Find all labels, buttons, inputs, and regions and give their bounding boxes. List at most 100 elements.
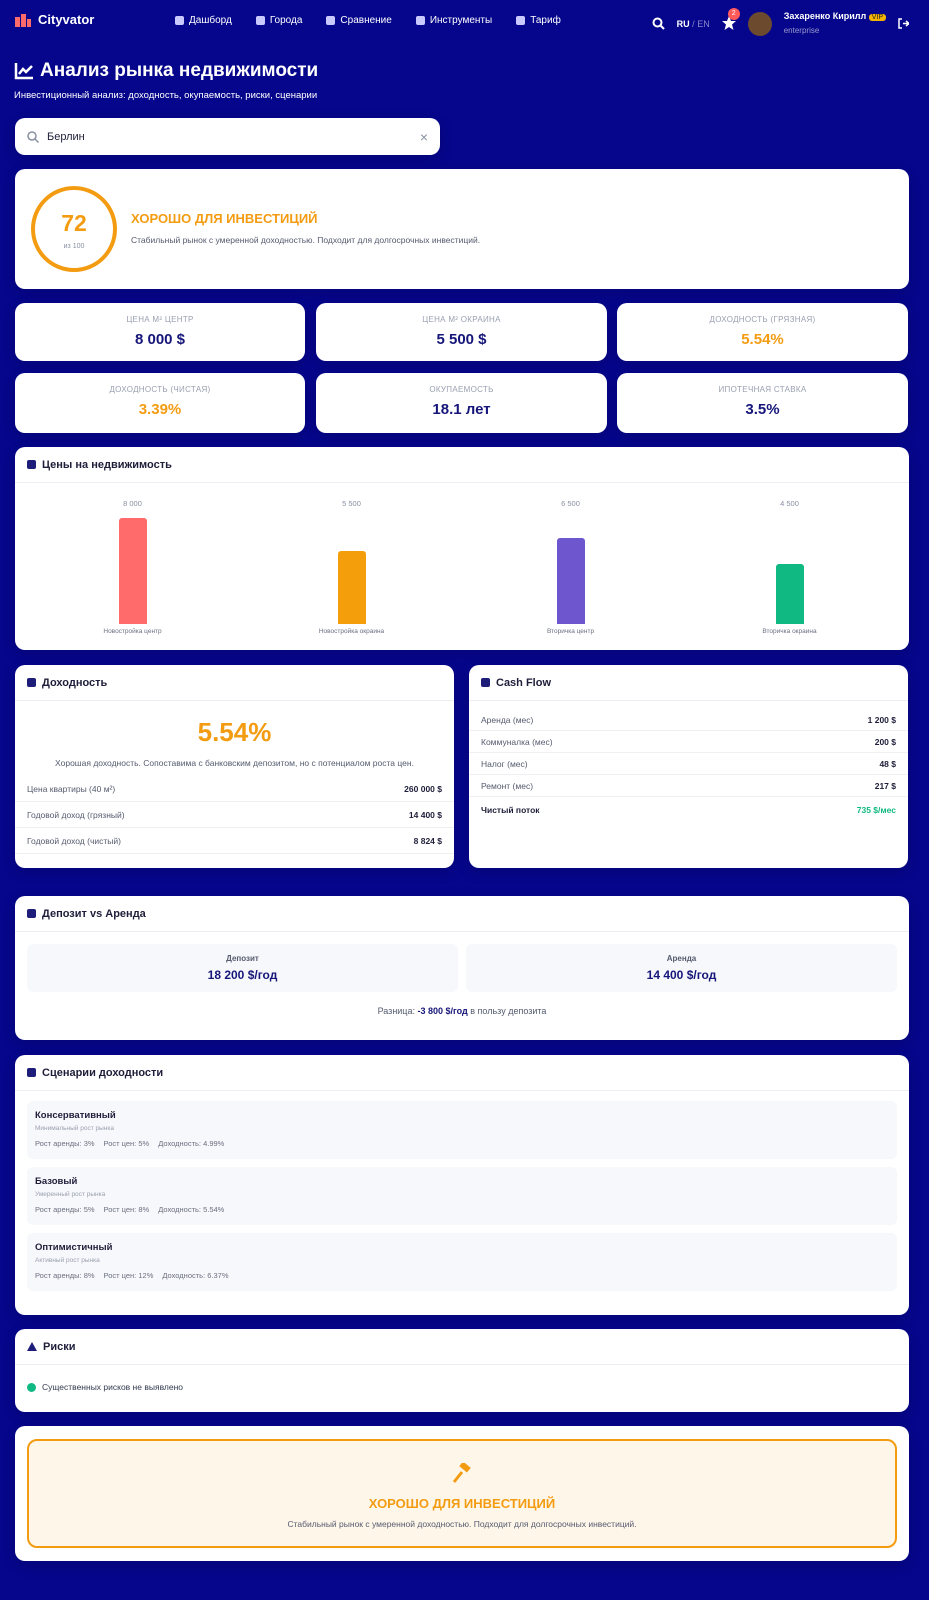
metric-card: ОКУПАЕМОСТЬ 18.1 лет xyxy=(316,373,607,433)
logout-icon[interactable] xyxy=(898,18,909,29)
value-label: 4 500 xyxy=(780,499,799,508)
yield-description: Хорошая доходность. Сопоставима с банков… xyxy=(55,758,414,768)
navbar: Cityvator Дашборд Города Сравнение Инстр… xyxy=(0,0,929,43)
risks-card: Риски Существенных рисков не выявлено xyxy=(15,1329,909,1412)
deposit-label: Депозит xyxy=(226,954,259,963)
row-value: 217 $ xyxy=(874,780,896,791)
cashflow-total: Чистый поток 735 $/мес xyxy=(469,797,908,823)
card-title: Доходность xyxy=(42,676,108,689)
row-label: Чистый поток xyxy=(481,805,540,815)
verdict-description: Стабильный рынок с умеренной доходностью… xyxy=(287,1519,637,1529)
cashflow-card: Cash Flow Аренда (мес) 1 200 $ Коммуналка… xyxy=(469,665,908,868)
brand[interactable]: Cityvator xyxy=(14,12,94,27)
nav-link-text: Дашборд xyxy=(189,15,232,26)
nav-link[interactable]: Инструменты xyxy=(415,15,492,26)
clear-button[interactable]: × xyxy=(419,128,428,145)
ok-icon xyxy=(27,1382,36,1392)
yield-row: Цена квартиры (40 м²) 260 000 $ xyxy=(15,776,454,802)
card-header: Доходность xyxy=(15,665,454,701)
lang-sep: / xyxy=(692,18,695,29)
search-box[interactable]: Берлин × xyxy=(15,118,440,155)
lang-ru[interactable]: RU xyxy=(676,18,690,29)
diff-value: -3 800 $/год xyxy=(417,1006,468,1016)
nav-link[interactable]: Сравнение xyxy=(326,15,392,26)
scenarios-card: Сценарии доходности Консервативный Минима… xyxy=(15,1055,909,1315)
card-title: Риски xyxy=(43,1340,76,1353)
row-label: Годовой доход (грязный) xyxy=(27,809,125,820)
metric-label: ЦЕНА М² ОКРАИНА xyxy=(422,315,501,324)
diff-suffix: в пользу депозита xyxy=(470,1006,547,1016)
diff-prefix: Разница: xyxy=(377,1006,415,1016)
nav-link[interactable]: Дашборд xyxy=(175,15,232,26)
verdict-icon xyxy=(452,1461,471,1483)
metric-label: ЦЕНА М² ЦЕНТР xyxy=(126,315,194,324)
category-label: Вторичка окраина xyxy=(762,628,817,635)
yield-row: Годовой доход (чистый) 8 824 $ xyxy=(15,828,454,854)
nav-link-text: Сравнение xyxy=(340,15,392,26)
avatar[interactable] xyxy=(747,11,772,36)
verdict-title: ХОРОШО ДЛЯ ИНВЕСТИЦИЙ xyxy=(368,1496,556,1511)
scenario-subtitle: Умеренный рост рынка xyxy=(35,1191,106,1198)
metric-card: ИПОТЕЧНАЯ СТАВКА 3.5% xyxy=(617,373,908,433)
row-label: Налог (мес) xyxy=(481,758,528,769)
risk-text: Существенных рисков не выявлено xyxy=(42,1382,183,1392)
card-header: Cash Flow xyxy=(469,665,908,701)
cashflow-row: Коммуналка (мес) 200 $ xyxy=(469,731,908,753)
metric-label: ИПОТЕЧНАЯ СТАВКА xyxy=(718,385,807,394)
page-header: Анализ рынка недвижимости xyxy=(14,60,318,82)
metric-card: ДОХОДНОСТЬ (ГРЯЗНАЯ) 5.54% xyxy=(617,303,908,361)
score-card: 72 из 100 ХОРОШО ДЛЯ ИНВЕСТИЦИЙ Стабильн… xyxy=(15,169,909,289)
row-label: Годовой доход (чистый) xyxy=(27,835,121,846)
metric-card: ЦЕНА М² ОКРАИНА 5 500 $ xyxy=(316,303,607,361)
row-label: Коммуналка (мес) xyxy=(481,736,553,747)
page-title: Анализ рынка недвижимости xyxy=(40,60,319,81)
nav-links: Дашборд Города Сравнение Инструменты Тар… xyxy=(175,15,561,26)
user-badge: VIP xyxy=(868,14,886,21)
scenario: Оптимистичный Активный рост рынка Рост аре… xyxy=(27,1233,897,1291)
page-subtitle: Инвестиционный анализ: доходность, окупа… xyxy=(14,90,318,101)
lang-en[interactable]: EN xyxy=(697,18,710,29)
card-header: Риски xyxy=(15,1329,909,1365)
user: Захаренко Кирилл VIP enterprise xyxy=(784,10,886,37)
yield-value: 5.54% xyxy=(197,717,272,747)
metric-card: ДОХОДНОСТЬ (ЧИСТАЯ) 3.39% xyxy=(15,373,305,433)
bar xyxy=(337,551,366,624)
value-label: 8 000 xyxy=(123,499,142,508)
rent-value: 14 400 $/год xyxy=(646,968,717,982)
search-icon xyxy=(27,130,39,143)
yield-row: Годовой доход (грязный) 14 400 $ xyxy=(15,802,454,828)
cashflow-row: Ремонт (мес) 217 $ xyxy=(469,775,908,797)
brand-name: Cityvator xyxy=(38,12,95,27)
search-icon[interactable] xyxy=(652,17,665,30)
favorites[interactable]: 2 xyxy=(721,7,740,32)
risk-item: Существенных рисков не выявлено xyxy=(15,1365,909,1409)
score-verdict: ХОРОШО ДЛЯ ИНВЕСТИЦИЙ xyxy=(131,211,318,226)
metric-value: 5.54% xyxy=(741,331,784,348)
card-header: Депозит vs Аренда xyxy=(15,896,909,932)
category-label: Новостройка центр xyxy=(103,628,162,635)
price-growth: Рост цен: 12% xyxy=(103,1271,154,1280)
card-title: Сценарии доходности xyxy=(42,1066,164,1079)
scenario-yield: Доходность: 4.99% xyxy=(158,1139,225,1148)
nav-link[interactable]: Тариф xyxy=(516,15,561,26)
metric-label: ОКУПАЕМОСТЬ xyxy=(429,385,494,394)
user-plan: enterprise xyxy=(783,26,820,35)
header-icon xyxy=(14,63,33,80)
rent-growth: Рост аренды: 3% xyxy=(35,1139,95,1148)
warning-icon xyxy=(27,1342,37,1351)
bar xyxy=(556,537,585,624)
scenario-name: Консервативный xyxy=(35,1110,116,1121)
scenario-subtitle: Активный рост рынка xyxy=(35,1257,100,1264)
metric-card: ЦЕНА М² ЦЕНТР 8 000 $ xyxy=(15,303,305,361)
badge: 2 xyxy=(727,7,740,20)
score-value: 72 xyxy=(61,210,87,236)
metric-value: 3.5% xyxy=(745,401,780,418)
nav-link[interactable]: Города xyxy=(255,15,302,26)
scenario-name: Базовый xyxy=(35,1176,78,1187)
scenario-subtitle: Минимальный рост рынка xyxy=(35,1125,114,1132)
price-growth: Рост цен: 8% xyxy=(103,1205,150,1214)
row-label: Аренда (мес) xyxy=(481,714,534,725)
score-description: Стабильный рынок с умеренной доходностью… xyxy=(131,235,481,245)
score-ring: 72 из 100 xyxy=(31,186,117,272)
